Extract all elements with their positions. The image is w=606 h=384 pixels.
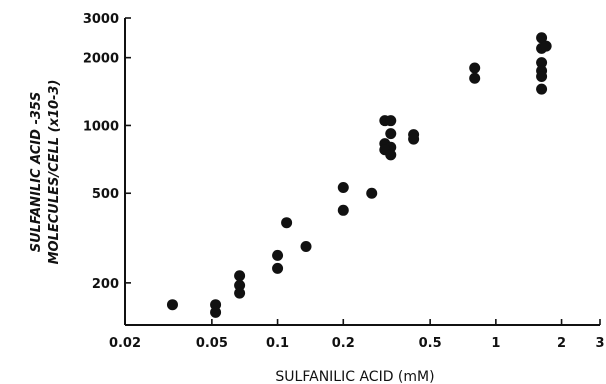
- y-axis-title-line2: MOLECULES/CELL (x10-3): [47, 80, 62, 265]
- data-point: [385, 149, 397, 161]
- y-ticks: 200 500 1000 2000 3000: [83, 12, 131, 292]
- data-point: [234, 279, 246, 291]
- axes: [124, 18, 600, 326]
- data-point: [536, 32, 548, 44]
- data-point: [408, 133, 420, 145]
- x-tick-label: 2: [557, 336, 566, 351]
- y-tick-label: 200: [92, 277, 119, 292]
- data-point: [536, 57, 548, 69]
- data-point: [272, 262, 284, 274]
- data-point: [469, 72, 481, 84]
- x-tick-label: 0.5: [419, 336, 442, 351]
- data-point: [536, 70, 548, 82]
- data-point: [337, 204, 349, 216]
- x-tick-label: 1: [491, 336, 500, 351]
- y-tick-label: 3000: [83, 12, 119, 27]
- y-axis-title: SULFANILIC ACID -35S MOLECULES/CELL (x10…: [29, 80, 62, 265]
- data-point: [385, 128, 397, 140]
- x-tick-label: 3: [595, 336, 604, 351]
- x-tick-label: 0.2: [332, 336, 355, 351]
- x-tick-label: 0.05: [196, 336, 228, 351]
- y-tick-label: 500: [92, 187, 119, 202]
- data-point: [234, 287, 246, 299]
- data-point: [272, 249, 284, 261]
- data-point: [469, 62, 481, 74]
- y-tick-label: 2000: [83, 52, 119, 67]
- data-point: [385, 115, 397, 127]
- data-point: [210, 299, 222, 311]
- data-point: [281, 217, 293, 229]
- data-point: [166, 299, 178, 311]
- data-point: [337, 182, 349, 194]
- data-point: [536, 83, 548, 95]
- y-tick-label: 1000: [83, 119, 119, 134]
- x-tick-label: 0.1: [266, 336, 289, 351]
- x-ticks: 0.02 0.05 0.1 0.2 0.5 1 2 3: [109, 319, 605, 351]
- data-point: [540, 40, 552, 52]
- data-point: [234, 270, 246, 282]
- x-axis-title: SULFANILIC ACID (mM): [275, 369, 434, 384]
- data-point: [366, 187, 378, 199]
- y-axis-title-line1: SULFANILIC ACID -35S: [29, 92, 44, 253]
- x-tick-label: 0.02: [109, 336, 141, 351]
- data-points: [166, 32, 552, 318]
- data-point: [210, 306, 222, 318]
- data-point: [300, 241, 312, 253]
